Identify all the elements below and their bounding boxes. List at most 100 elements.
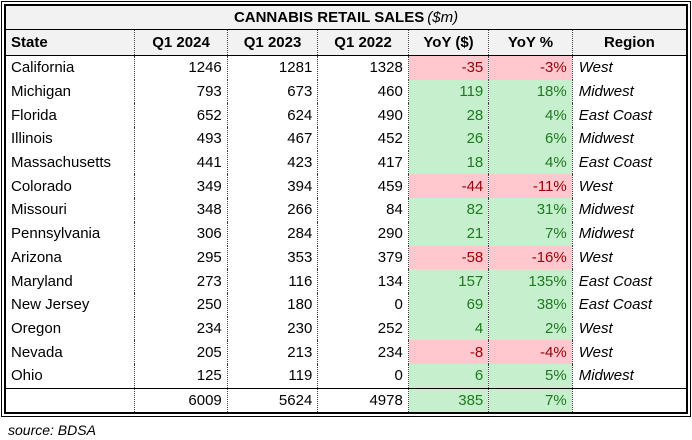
total-region-cell [571, 387, 687, 414]
yoy-dollar-cell: 69 [407, 292, 489, 317]
q1-2022-cell: 1328 [317, 55, 409, 80]
q1-2022-cell: 417 [317, 150, 409, 175]
yoy-dollar-cell: 157 [407, 269, 489, 293]
q1-2022-cell: 290 [317, 221, 409, 246]
total-row: 6009 5624 4978 385 7% [5, 387, 687, 414]
yoy-pct-cell: -4% [488, 340, 573, 364]
q1-2024-cell: 348 [134, 198, 228, 222]
q1-2023-cell: 180 [226, 292, 318, 317]
yoy-dollar-cell: 119 [407, 79, 489, 104]
table-title-row: CANNABIS RETAIL SALES ($m) [5, 5, 687, 30]
column-header-q1-2024: Q1 2024 [134, 29, 228, 56]
table-row: New Jersey 250 180 0 69 38% East Coast [5, 292, 687, 317]
region-cell: Midwest [571, 198, 687, 222]
q1-2023-cell: 673 [226, 79, 318, 104]
column-header-region: Region [571, 29, 687, 56]
region-cell: Midwest [571, 221, 687, 246]
q1-2024-cell: 493 [134, 127, 228, 151]
yoy-dollar-cell: 6 [407, 363, 489, 389]
q1-2023-cell: 353 [226, 245, 318, 270]
yoy-pct-cell: 4% [488, 103, 573, 128]
state-cell: Massachusetts [11, 154, 112, 172]
table-body: California 1246 1281 1328 -35 -3% West M… [5, 55, 687, 389]
table-title-text: CANNABIS RETAIL SALES [233, 9, 425, 26]
region-cell: West [571, 340, 687, 364]
total-yoy-dollar: 385 [407, 387, 489, 414]
region-cell: East Coast [571, 292, 687, 317]
q1-2022-cell: 459 [317, 174, 409, 199]
q1-2022-cell: 460 [317, 79, 409, 104]
table-row: Maryland 273 116 134 157 135% East Coast [5, 269, 687, 293]
state-cell: Oregon [11, 319, 62, 337]
yoy-pct-cell: 135% [488, 269, 573, 293]
yoy-pct-cell: 38% [488, 292, 573, 317]
q1-2022-cell: 379 [317, 245, 409, 270]
total-q1-2023: 5624 [226, 387, 318, 414]
column-header-yoy-pct: YoY % [488, 29, 573, 56]
table-row: Oregon 234 230 252 4 2% West [5, 316, 687, 341]
region-cell: East Coast [571, 269, 687, 293]
table-outer-border: CANNABIS RETAIL SALES ($m) State Q1 2024 … [1, 1, 691, 418]
region-cell: West [571, 245, 687, 270]
yoy-dollar-cell: -44 [407, 174, 489, 199]
region-cell: West [571, 174, 687, 199]
yoy-dollar-cell: 26 [407, 127, 489, 151]
total-yoy-pct: 7% [488, 387, 573, 414]
q1-2024-cell: 234 [134, 316, 228, 341]
q1-2022-cell: 490 [317, 103, 409, 128]
yoy-pct-cell: 6% [488, 127, 573, 151]
q1-2024-cell: 125 [134, 363, 228, 389]
state-cell: Maryland [11, 272, 73, 290]
yoy-dollar-cell: -58 [407, 245, 489, 270]
region-cell: Midwest [571, 363, 687, 389]
region-cell: East Coast [571, 103, 687, 128]
column-header-q1-2022: Q1 2022 [317, 29, 409, 56]
yoy-pct-cell: 18% [488, 79, 573, 104]
q1-2024-cell: 273 [134, 269, 228, 293]
state-cell: New Jersey [11, 296, 90, 314]
yoy-pct-cell: 2% [488, 316, 573, 341]
q1-2022-cell: 234 [317, 340, 409, 364]
q1-2024-cell: 793 [134, 79, 228, 104]
yoy-dollar-cell: 21 [407, 221, 489, 246]
q1-2023-cell: 213 [226, 340, 318, 364]
table-title-unit: ($m) [427, 9, 459, 26]
state-cell: Nevada [11, 343, 63, 361]
q1-2024-cell: 1246 [134, 55, 228, 80]
table-row: Nevada 205 213 234 -8 -4% West [5, 340, 687, 364]
yoy-dollar-cell: 4 [407, 316, 489, 341]
q1-2023-cell: 116 [226, 269, 318, 293]
table-row: Arizona 295 353 379 -58 -16% West [5, 245, 687, 270]
yoy-pct-cell: 7% [488, 221, 573, 246]
q1-2023-cell: 1281 [226, 55, 318, 80]
q1-2024-cell: 349 [134, 174, 228, 199]
yoy-dollar-cell: -35 [407, 55, 489, 80]
state-cell: Pennsylvania [11, 225, 101, 243]
q1-2023-cell: 266 [226, 198, 318, 222]
yoy-pct-cell: -16% [488, 245, 573, 270]
q1-2022-cell: 0 [317, 292, 409, 317]
q1-2023-cell: 119 [226, 363, 318, 389]
yoy-dollar-cell: 82 [407, 198, 489, 222]
total-q1-2024: 6009 [134, 387, 228, 414]
total-q1-2022: 4978 [317, 387, 409, 414]
q1-2022-cell: 252 [317, 316, 409, 341]
yoy-pct-cell: 4% [488, 150, 573, 175]
q1-2022-cell: 134 [317, 269, 409, 293]
column-header-q1-2023: Q1 2023 [226, 29, 318, 56]
table-row: Colorado 349 394 459 -44 -11% West [5, 174, 687, 199]
table-row: Massachusetts 441 423 417 18 4% East Coa… [5, 150, 687, 175]
state-cell: Arizona [11, 248, 62, 266]
state-cell: California [11, 59, 75, 77]
state-cell: Illinois [11, 130, 53, 148]
table-row: California 1246 1281 1328 -35 -3% West [5, 55, 687, 80]
state-cell: Michigan [11, 83, 72, 101]
q1-2023-cell: 467 [226, 127, 318, 151]
yoy-pct-cell: -3% [488, 55, 573, 80]
table-row: Missouri 348 266 84 82 31% Midwest [5, 198, 687, 222]
table-row: Illinois 493 467 452 26 6% Midwest [5, 127, 687, 151]
q1-2023-cell: 284 [226, 221, 318, 246]
region-cell: Midwest [571, 79, 687, 104]
q1-2023-cell: 423 [226, 150, 318, 175]
